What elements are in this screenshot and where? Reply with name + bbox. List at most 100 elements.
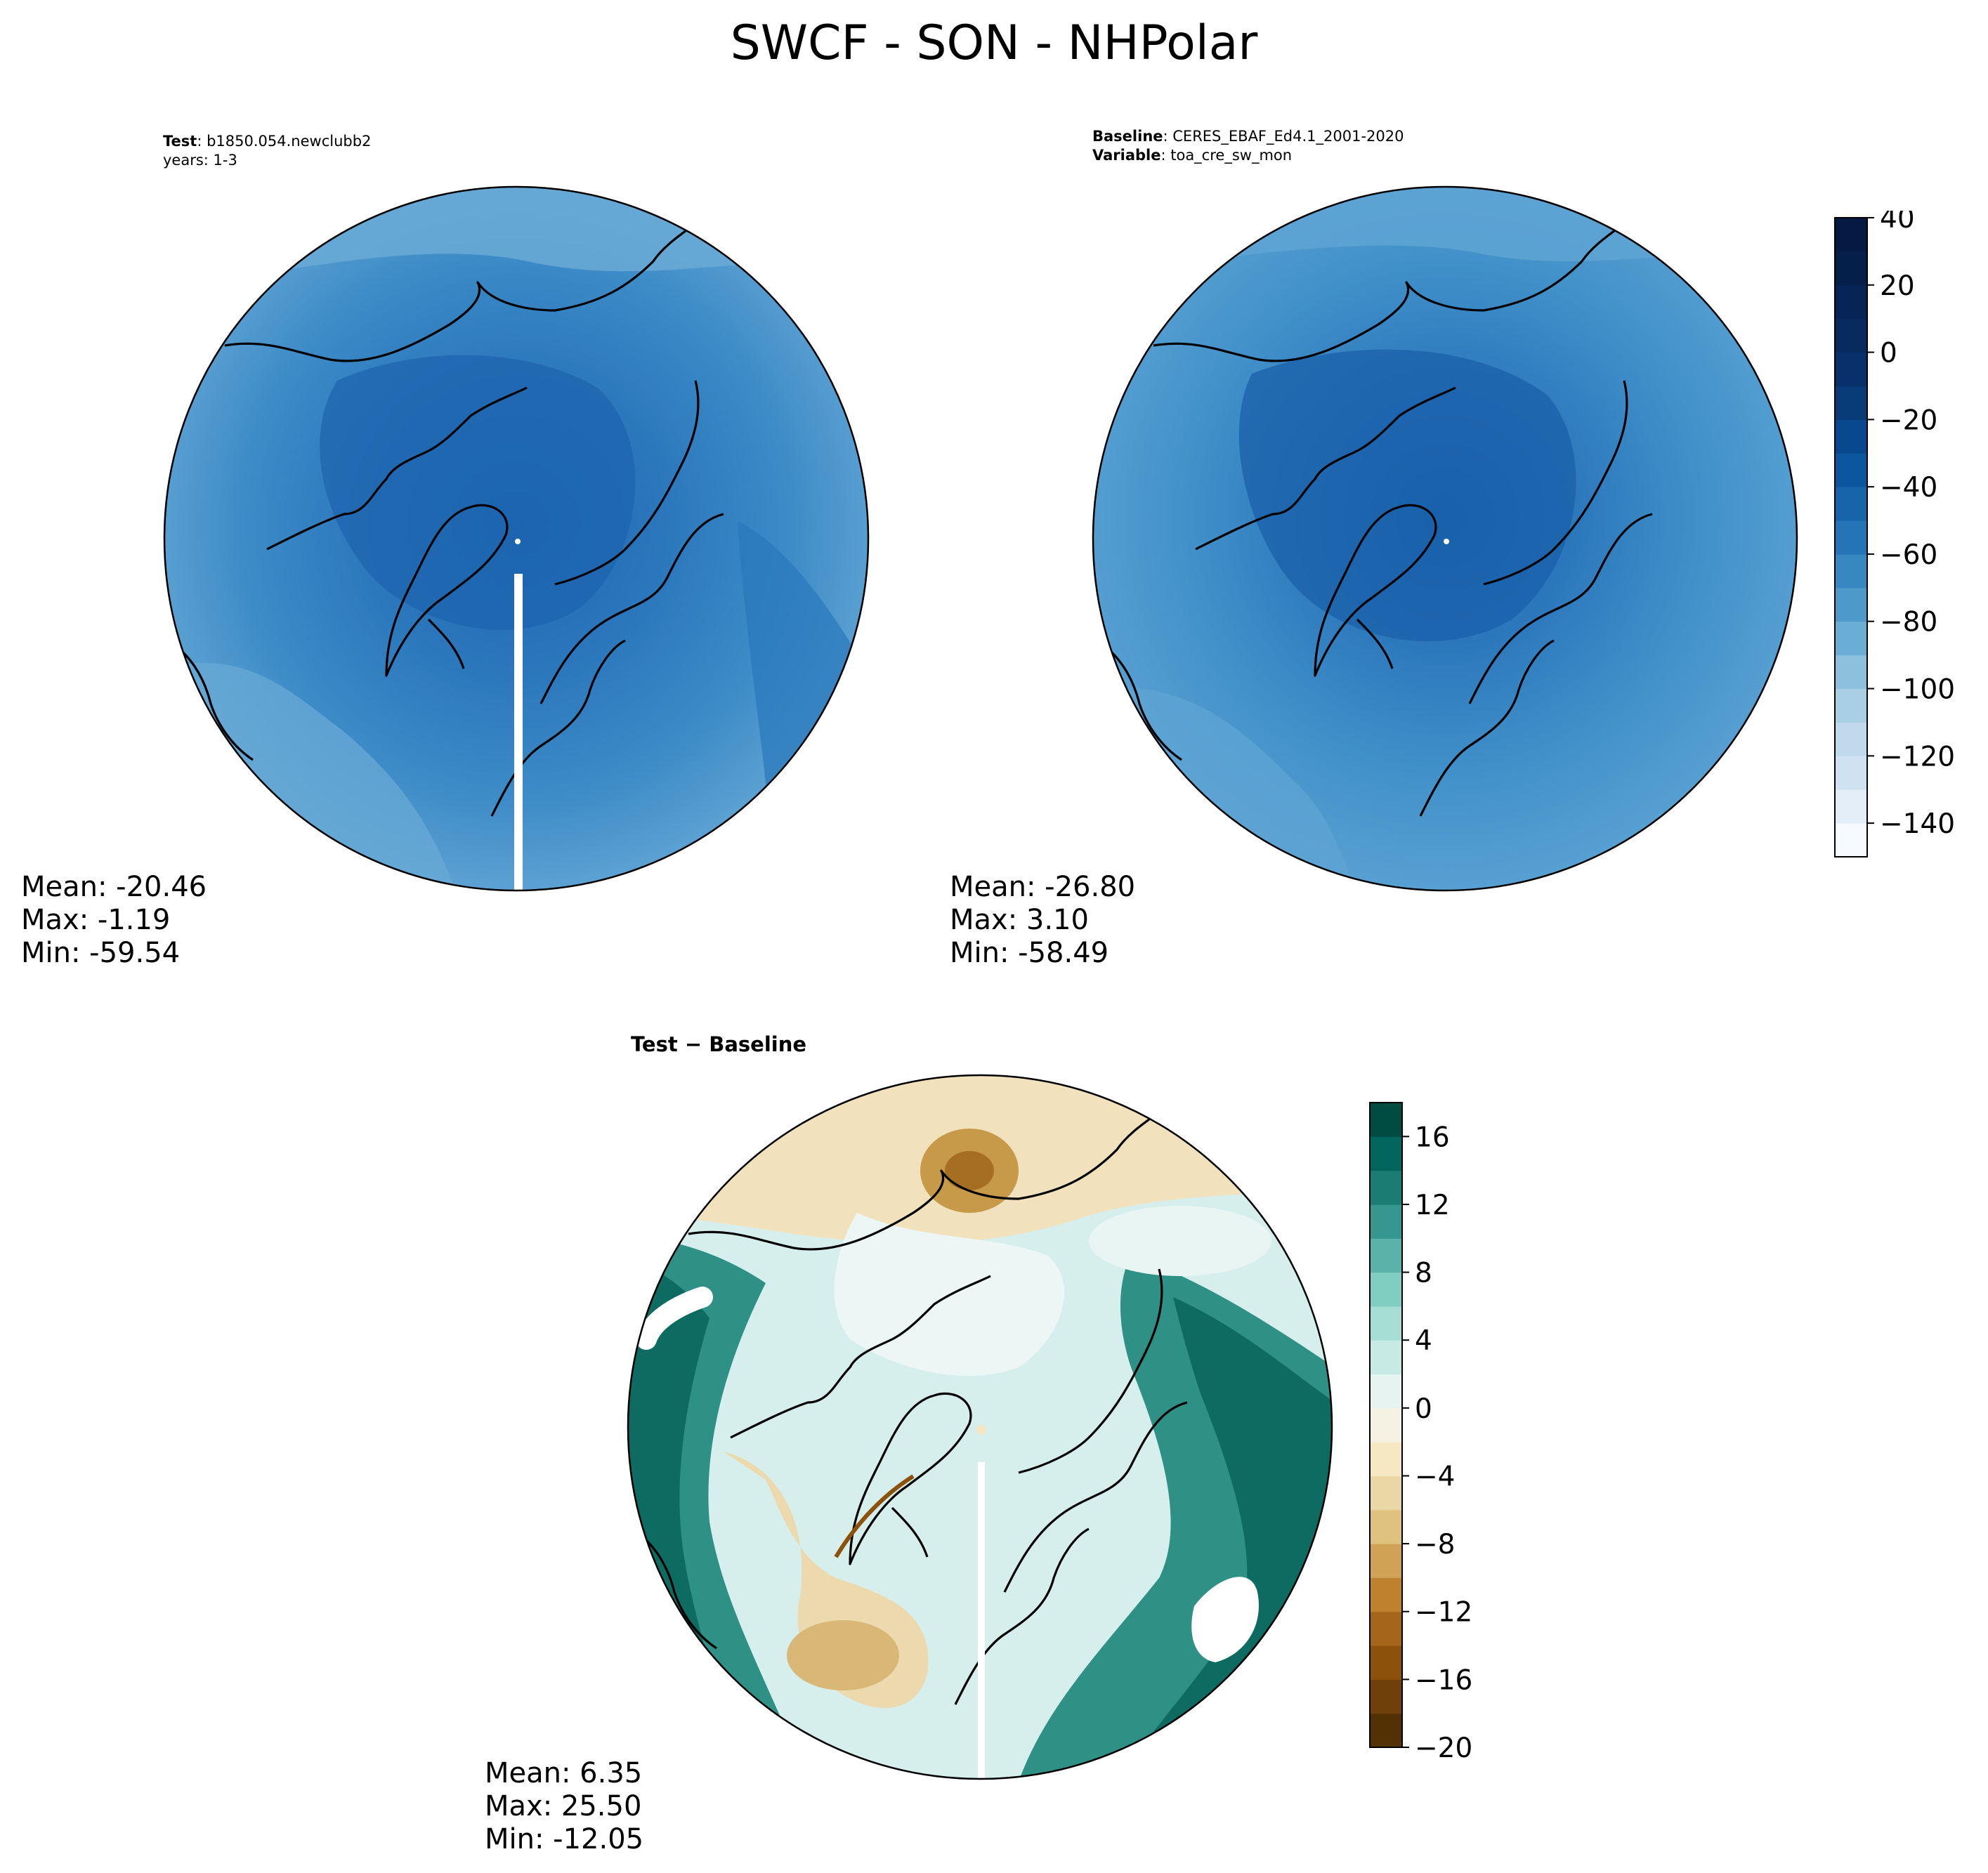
diff-missing-east <box>1191 1577 1259 1662</box>
colorbar-diff: 16 12 8 4 0 −4 −8 −12 −16 −20 <box>1369 1102 1472 1763</box>
colorbar-top-ticks: 40 20 0 −20 −40 −60 −80 −100 −120 −140 <box>1867 211 1955 840</box>
diff-panel-title: Test − Baseline <box>631 1032 807 1056</box>
baseline-header: Baseline: CERES_EBAF_Ed4.1_2001-2020 Var… <box>1092 127 1404 165</box>
diff-missing-west <box>636 1287 713 1350</box>
colorbar-top-tick-label: 20 <box>1880 270 1915 302</box>
colorbar-diff-tick-label: 16 <box>1415 1122 1450 1153</box>
colorbar-diff-tick-label: −16 <box>1415 1664 1472 1696</box>
diff-greenland-edge <box>834 1474 915 1558</box>
colorbar-top-color-block <box>1835 419 1867 454</box>
test-header: Test: b1850.054.newclubb2 years: 1-3 <box>163 132 371 170</box>
colorbar-top-color-block <box>1835 352 1867 387</box>
test-years: years: 1-3 <box>163 152 237 169</box>
colorbar-diff-tick-label: 12 <box>1415 1190 1450 1221</box>
baseline-map <box>1092 185 1798 892</box>
colorbar-top-tick-label: −60 <box>1880 539 1937 571</box>
baseline-mean: Mean: -26.80 <box>950 871 1136 903</box>
colorbar-top-color-block <box>1835 453 1867 487</box>
colorbar-top-tick-label: 0 <box>1880 338 1897 369</box>
colorbar-diff-color-block <box>1370 1136 1402 1171</box>
colorbar-top-color-block <box>1835 823 1867 857</box>
diff-max: Max: 25.50 <box>485 1790 642 1822</box>
baseline-max: Max: 3.10 <box>950 904 1089 936</box>
colorbar-diff-color-block <box>1370 1476 1402 1511</box>
colorbar-diff-tick-label: 0 <box>1415 1393 1432 1425</box>
variable-name: : toa_cre_sw_mon <box>1160 147 1293 164</box>
colorbar-diff-color-block <box>1370 1611 1402 1646</box>
colorbar-diff-tick-label: −12 <box>1415 1597 1472 1629</box>
diff-stats: Mean: 6.35 Max: 25.50 Min: -12.05 <box>485 1757 643 1856</box>
colorbar-top-tick-label: −100 <box>1880 674 1955 706</box>
colorbar-top-tick-label: −140 <box>1880 808 1955 840</box>
colorbar-top-color-block <box>1835 284 1867 320</box>
test-region-dark-center <box>320 355 636 630</box>
colorbar-top-color-block <box>1835 520 1867 555</box>
colorbar-diff-color-block <box>1370 1442 1402 1477</box>
colorbar-top-tick-label: 40 <box>1880 211 1915 235</box>
colorbar-diff-color-block <box>1370 1103 1402 1137</box>
figure-title: SWCF - SON - NHPolar <box>730 15 1258 71</box>
baseline-name: : CERES_EBAF_Ed4.1_2001-2020 <box>1163 128 1404 145</box>
diff-min: Min: -12.05 <box>485 1823 644 1855</box>
baseline-stats: Mean: -26.80 Max: 3.10 Min: -58.49 <box>950 871 1135 970</box>
test-max: Max: -1.19 <box>21 904 171 936</box>
baseline-region-dark-center <box>1238 349 1576 642</box>
baseline-pole-dot <box>1444 539 1449 544</box>
colorbar-top-color-block <box>1835 621 1867 656</box>
colorbar-top-tick-label: −120 <box>1880 741 1955 773</box>
test-stats: Mean: -20.46 Max: -1.19 Min: -59.54 <box>21 871 207 970</box>
colorbar-top-tick-label: −40 <box>1880 472 1937 504</box>
colorbar-top-color-block <box>1835 587 1867 622</box>
colorbar-top-color-block <box>1835 553 1867 589</box>
colorbar-top-color-block <box>1835 487 1867 521</box>
test-pole-dot <box>515 539 521 544</box>
colorbar-diff-color-block <box>1370 1306 1402 1341</box>
colorbar-top-color-block <box>1835 688 1867 723</box>
colorbar-diff-color-block <box>1370 1645 1402 1680</box>
diff-map-boundary <box>627 1074 1333 1780</box>
colorbar-top: 40 20 0 −20 −40 −60 −80 −100 −120 −140 <box>1834 211 1955 857</box>
diff-region-brown-south <box>787 1620 899 1690</box>
colorbar-top-color-block <box>1835 756 1867 790</box>
colorbar-diff-color-block <box>1370 1544 1402 1579</box>
colorbar-top-color-block <box>1835 655 1867 690</box>
test-map <box>163 185 870 892</box>
test-case-name: : b1850.054.newclubb2 <box>197 133 372 150</box>
test-map-boundary <box>163 185 870 892</box>
colorbar-diff-ticks: 16 12 8 4 0 −4 −8 −12 −16 −20 <box>1402 1122 1472 1763</box>
diff-map <box>627 1074 1333 1780</box>
test-missing-strip <box>514 574 523 891</box>
diff-region-pale-ne <box>1089 1206 1271 1276</box>
colorbar-diff-color-block <box>1370 1170 1402 1205</box>
colorbar-top-color-block <box>1835 789 1867 824</box>
colorbar-diff-color-block <box>1370 1679 1402 1714</box>
colorbar-top-tick-label: −80 <box>1880 607 1937 638</box>
colorbar-diff-color-block <box>1370 1238 1402 1273</box>
variable-header-label: Variable <box>1092 147 1161 164</box>
colorbar-top-color-block <box>1835 318 1867 353</box>
colorbar-diff-color-block <box>1370 1204 1402 1239</box>
colorbar-top-blocks <box>1835 218 1867 857</box>
colorbar-diff-color-block <box>1370 1340 1402 1375</box>
colorbar-diff-tick-label: −4 <box>1415 1461 1456 1492</box>
colorbar-diff-tick-label: 8 <box>1415 1258 1432 1289</box>
diff-coastlines <box>632 1099 1188 1705</box>
colorbar-diff-color-block <box>1370 1509 1402 1544</box>
baseline-coastlines <box>1097 211 1653 817</box>
colorbar-top-frame <box>1834 217 1868 857</box>
baseline-map-boundary <box>1092 185 1798 892</box>
baseline-min: Min: -58.49 <box>950 937 1109 969</box>
diff-region-dark-brown-north <box>945 1151 994 1190</box>
colorbar-diff-tick-label: −8 <box>1415 1529 1456 1560</box>
colorbar-diff-color-block <box>1370 1272 1402 1307</box>
diff-missing-strip <box>978 1462 985 1779</box>
baseline-header-label: Baseline <box>1092 128 1163 145</box>
colorbar-diff-color-block <box>1370 1577 1402 1612</box>
test-header-label: Test <box>163 133 197 150</box>
test-min: Min: -59.54 <box>21 937 181 969</box>
colorbar-top-color-block <box>1835 722 1867 756</box>
diff-mean: Mean: 6.35 <box>485 1757 643 1789</box>
colorbar-top-color-block <box>1835 251 1867 286</box>
colorbar-diff-color-block <box>1370 1713 1402 1748</box>
colorbar-diff-color-block <box>1370 1407 1402 1442</box>
